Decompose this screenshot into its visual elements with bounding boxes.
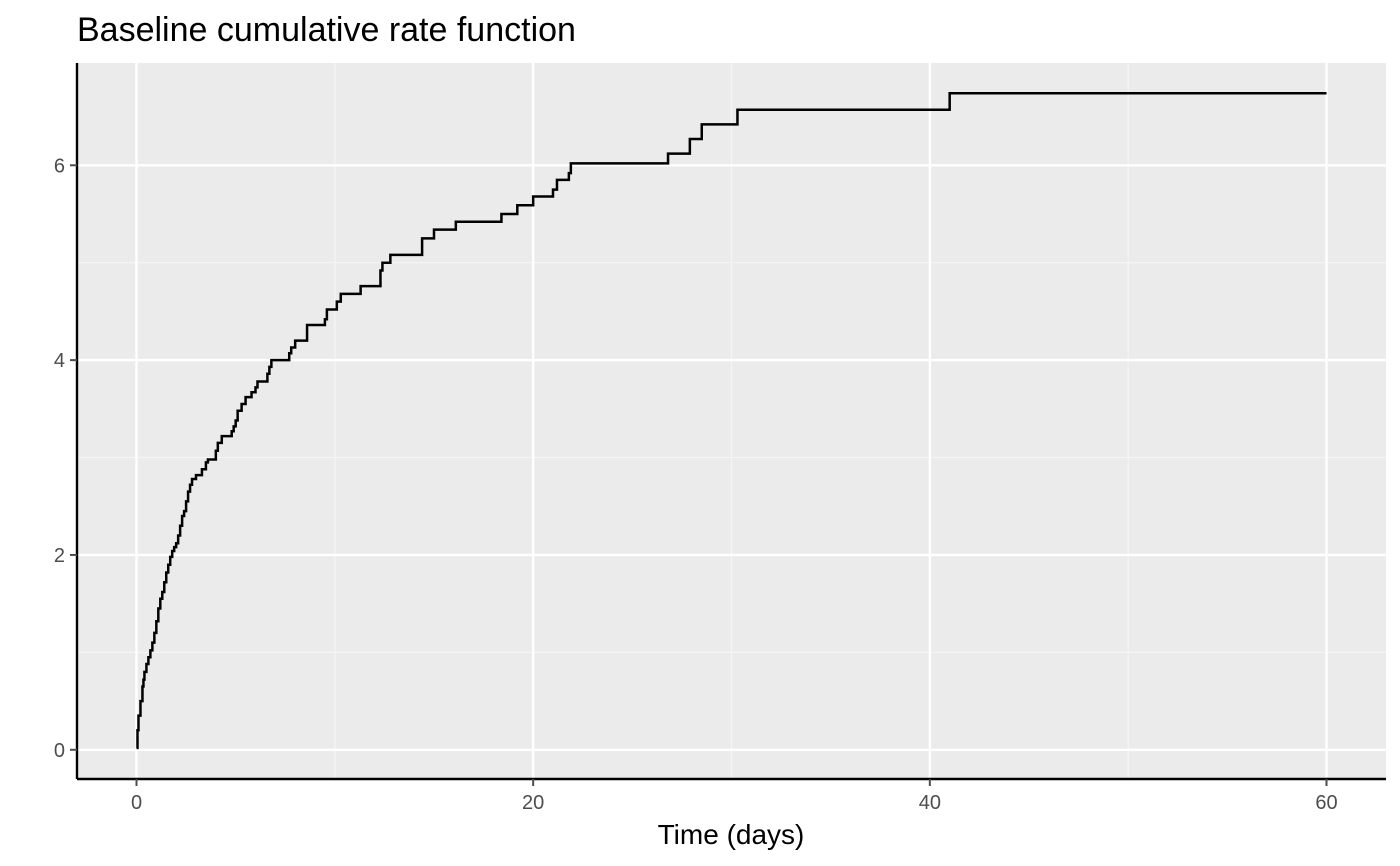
x-axis-ticks: 0 20 40 60 <box>131 779 1338 814</box>
cumulative-rate-step-line <box>136 91 1327 750</box>
x-tick-label: 60 <box>1315 792 1337 814</box>
y-axis-ticks: 0 2 4 6 <box>54 155 77 762</box>
grid-major <box>77 63 1386 779</box>
x-axis-title: Time (days) <box>658 819 805 850</box>
y-tick-label: 2 <box>54 545 65 567</box>
y-tick-label: 0 <box>54 740 65 762</box>
chart-title: Baseline cumulative rate function <box>77 11 576 49</box>
x-tick-label: 0 <box>131 792 142 814</box>
x-tick-label: 20 <box>522 792 544 814</box>
grid-minor <box>77 63 1386 779</box>
y-tick-label: 4 <box>54 350 65 372</box>
x-tick-label: 40 <box>919 792 941 814</box>
y-tick-label: 6 <box>54 155 65 177</box>
